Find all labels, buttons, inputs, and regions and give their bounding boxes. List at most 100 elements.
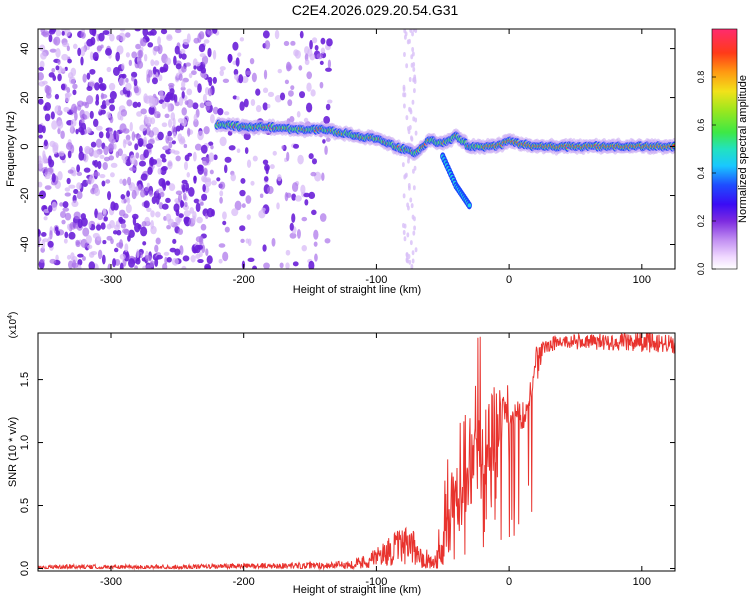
noise-speckle: [402, 193, 406, 199]
noise-speckle: [150, 210, 155, 218]
noise-speckle: [138, 50, 142, 59]
noise-speckle: [186, 33, 191, 43]
noise-speckle: [39, 60, 45, 69]
noise-speckle: [116, 229, 122, 236]
noise-speckle: [164, 113, 170, 119]
noise-speckle: [126, 197, 131, 205]
top-y-tick-label: -40: [19, 237, 31, 253]
noise-speckle: [159, 191, 165, 198]
noise-speckle: [83, 153, 89, 163]
noise-speckle: [126, 190, 131, 198]
noise-speckle: [148, 130, 155, 138]
noise-speckle: [131, 131, 136, 142]
noise-speckle: [69, 221, 77, 230]
noise-speckle: [44, 185, 52, 190]
noise-speckle: [144, 186, 150, 192]
noise-speckle: [101, 254, 106, 265]
noise-speckle: [174, 101, 180, 107]
noise-speckle: [103, 216, 108, 222]
noise-speckle: [102, 208, 107, 215]
top-x-tick-label: -300: [100, 274, 122, 286]
noise-speckle: [147, 42, 154, 48]
noise-speckle: [292, 261, 299, 267]
noise-speckle: [182, 255, 190, 262]
noise-speckle: [405, 252, 409, 258]
noise-speckle: [299, 91, 306, 99]
noise-speckle: [71, 200, 79, 208]
noise-speckle: [219, 136, 227, 147]
noise-speckle: [140, 108, 147, 115]
noise-speckle: [122, 128, 130, 134]
noise-speckle: [412, 66, 416, 72]
noise-speckle: [311, 158, 318, 165]
noise-speckle: [153, 60, 160, 66]
noise-speckle: [98, 131, 104, 139]
noise-speckle: [95, 125, 103, 131]
noise-speckle: [187, 127, 191, 137]
noise-speckle: [105, 131, 110, 139]
noise-speckle: [85, 147, 93, 154]
noise-speckle: [49, 48, 57, 53]
noise-speckle: [291, 193, 297, 201]
noise-speckle: [160, 29, 168, 35]
noise-speckle: [51, 120, 58, 130]
noise-speckle: [412, 76, 416, 82]
noise-speckle: [304, 199, 309, 206]
noise-speckle: [193, 175, 197, 184]
noise-speckle: [178, 213, 184, 218]
noise-speckle: [208, 152, 215, 162]
noise-speckle: [74, 111, 78, 121]
colorbar-tick-label: 0.4: [696, 167, 706, 180]
noise-speckle: [231, 208, 239, 217]
noise-speckle: [412, 230, 416, 236]
noise-speckle: [409, 197, 413, 203]
noise-speckle: [313, 229, 319, 240]
noise-speckle: [199, 201, 204, 206]
noise-speckle: [78, 145, 83, 154]
noise-speckle: [172, 131, 177, 139]
noise-speckle: [262, 87, 269, 94]
noise-speckle: [200, 144, 208, 154]
noise-speckle: [160, 67, 168, 73]
noise-speckle: [62, 201, 69, 209]
noise-speckle: [55, 230, 61, 236]
noise-speckle: [140, 38, 147, 47]
noise-speckle: [113, 202, 119, 211]
noise-speckle: [408, 76, 412, 82]
noise-speckle: [301, 244, 307, 252]
noise-speckle: [222, 78, 230, 83]
noise-speckle: [184, 182, 190, 192]
noise-speckle: [202, 156, 210, 166]
noise-speckle: [217, 108, 224, 116]
noise-speckle: [113, 143, 117, 150]
noise-speckle: [157, 168, 162, 175]
noise-speckle: [274, 29, 280, 40]
noise-speckle: [96, 235, 102, 241]
noise-speckle: [60, 67, 66, 73]
noise-speckle: [279, 92, 286, 101]
noise-speckle: [118, 216, 124, 223]
noise-speckle: [148, 69, 153, 78]
noise-speckle: [98, 32, 105, 42]
bottom-x-tick-label: -100: [365, 576, 387, 588]
noise-speckle: [183, 210, 191, 217]
noise-speckle: [265, 166, 269, 175]
noise-speckle: [68, 184, 76, 189]
noise-speckle: [290, 85, 295, 91]
noise-speckle: [319, 213, 327, 222]
noise-speckle: [175, 63, 182, 70]
noise-speckle: [70, 144, 75, 154]
snr-line: [38, 333, 675, 571]
noise-speckle: [182, 204, 190, 211]
colorbar-ticks: 0.0 0.2 0.4 0.6 0.8: [696, 71, 716, 275]
noise-speckle: [244, 147, 249, 155]
noise-speckle: [121, 73, 127, 79]
noise-speckle: [287, 90, 294, 97]
noise-speckle: [118, 239, 124, 250]
noise-speckle: [406, 232, 410, 238]
noise-speckle: [40, 51, 47, 60]
noise-speckle: [165, 180, 170, 186]
noise-speckle: [117, 111, 122, 121]
noise-speckle: [222, 251, 229, 262]
noise-speckle: [283, 40, 290, 47]
